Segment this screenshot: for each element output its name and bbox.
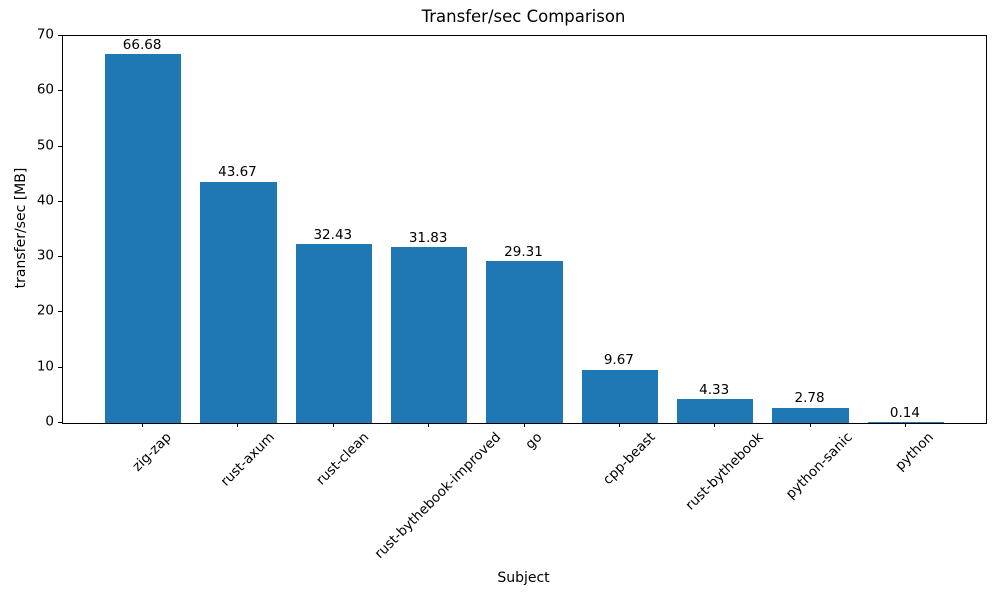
x-tick-label: rust-clean (313, 429, 373, 489)
bar-value-label: 2.78 (794, 390, 825, 407)
bar-rust-clean (295, 243, 372, 423)
bar-value-label: 31.83 (408, 229, 448, 246)
x-tick (714, 423, 716, 427)
chart-title: Transfer/sec Comparison (421, 7, 626, 26)
y-tick-label: 10 (36, 357, 54, 374)
y-tick (58, 366, 62, 368)
y-tick-label: 50 (36, 136, 54, 153)
x-tick-label: python-sanic (782, 429, 856, 503)
x-tick-label: go (521, 429, 546, 453)
y-tick-label: 70 (36, 26, 54, 43)
y-tick-label: 40 (36, 192, 54, 209)
x-tick-label: rust-axum (217, 429, 278, 490)
bar-go (486, 260, 563, 423)
bar-python (867, 422, 945, 423)
y-tick (58, 90, 62, 92)
y-tick (58, 422, 62, 423)
y-tick (58, 35, 62, 36)
bar-value-label: 43.67 (218, 164, 257, 181)
bar-cpp-beast (581, 369, 658, 423)
x-tick (142, 423, 144, 427)
bar-value-label: 32.43 (313, 226, 353, 243)
x-tick (428, 423, 430, 427)
x-tick (332, 423, 334, 427)
bar-value-label: 9.67 (603, 352, 634, 369)
y-tick-label: 30 (36, 247, 54, 264)
x-tick (809, 423, 811, 427)
x-tick-label: cpp-beast (599, 429, 659, 488)
bar-zig-zap (104, 54, 182, 423)
bar-value-label: 29.31 (504, 243, 543, 260)
bar-value-label: 4.33 (699, 381, 730, 398)
bar-rust-bythebook-improved (391, 247, 468, 423)
y-tick (58, 200, 62, 202)
x-tick-label: python (892, 429, 938, 475)
plot-area (62, 35, 987, 424)
y-tick (58, 311, 62, 313)
x-tick (618, 423, 620, 427)
y-tick-label: 60 (36, 81, 54, 98)
x-tick-label: zig-zap (129, 429, 175, 475)
x-axis-label: Subject (497, 570, 550, 586)
y-tick (58, 145, 62, 147)
x-tick-label: rust-bythebook-improved (371, 429, 505, 562)
y-tick-label: 0 (45, 413, 54, 430)
y-tick (58, 256, 62, 258)
x-tick-label: rust-bythebook (682, 429, 767, 514)
x-tick (904, 423, 906, 427)
bar-rust-axum (200, 181, 277, 423)
bar-python-sanic (772, 407, 849, 423)
y-tick-label: 20 (36, 302, 54, 319)
bar-value-label: 66.68 (122, 37, 162, 54)
bar-rust-bythebook (677, 399, 754, 423)
y-axis-label: transfer/sec [MB] (13, 167, 29, 289)
x-tick (237, 423, 239, 427)
x-tick (523, 423, 525, 427)
bar-value-label: 0.14 (889, 405, 920, 422)
